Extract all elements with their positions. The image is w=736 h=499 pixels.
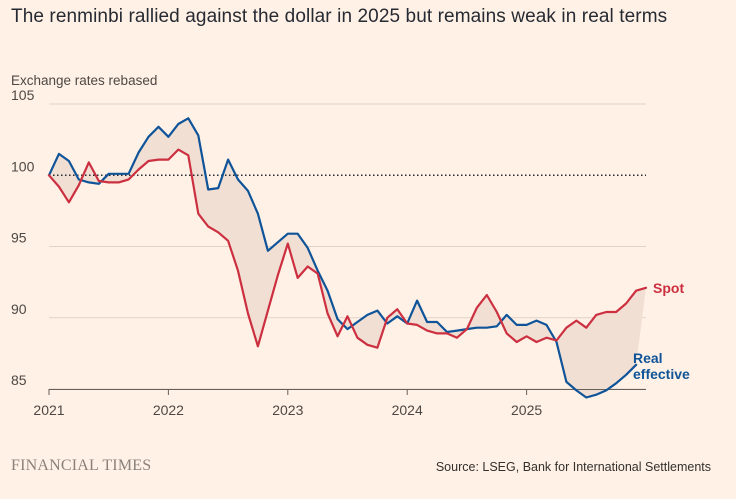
x-axis: 2021 2022 2023 2024 2025 <box>33 389 646 418</box>
chart-subtitle: Exchange rates rebased <box>11 73 158 88</box>
y-tick-label-100: 100 <box>11 158 35 174</box>
y-tick-label-105: 105 <box>11 87 35 103</box>
ft-brand-logo: FINANCIAL TIMES <box>11 457 152 474</box>
series-line-spot <box>47 148 648 349</box>
gap-area <box>49 118 646 398</box>
x-tick-label-2023: 2023 <box>272 402 303 418</box>
x-tick-label-2021: 2021 <box>33 402 64 418</box>
y-tick-label-90: 90 <box>11 301 27 317</box>
y-tick-label-95: 95 <box>11 230 27 246</box>
x-tick-label-2022: 2022 <box>153 402 184 418</box>
chart-title: The renminbi rallied against the dollar … <box>11 6 668 27</box>
y-tick-label-85: 85 <box>11 372 27 388</box>
gridlines: 85 90 95 100 105 <box>11 87 646 390</box>
x-tick-label-2025: 2025 <box>511 402 542 418</box>
series-label-real-effective: Real effective <box>633 350 690 382</box>
x-tick-label-2024: 2024 <box>392 402 423 418</box>
source-note: Source: LSEG, Bank for International Set… <box>435 460 711 474</box>
series-lines <box>47 117 648 399</box>
series-label-spot: Spot <box>653 280 684 296</box>
gap-shading <box>49 118 646 398</box>
series-labels: Spot Real effective <box>633 280 690 382</box>
